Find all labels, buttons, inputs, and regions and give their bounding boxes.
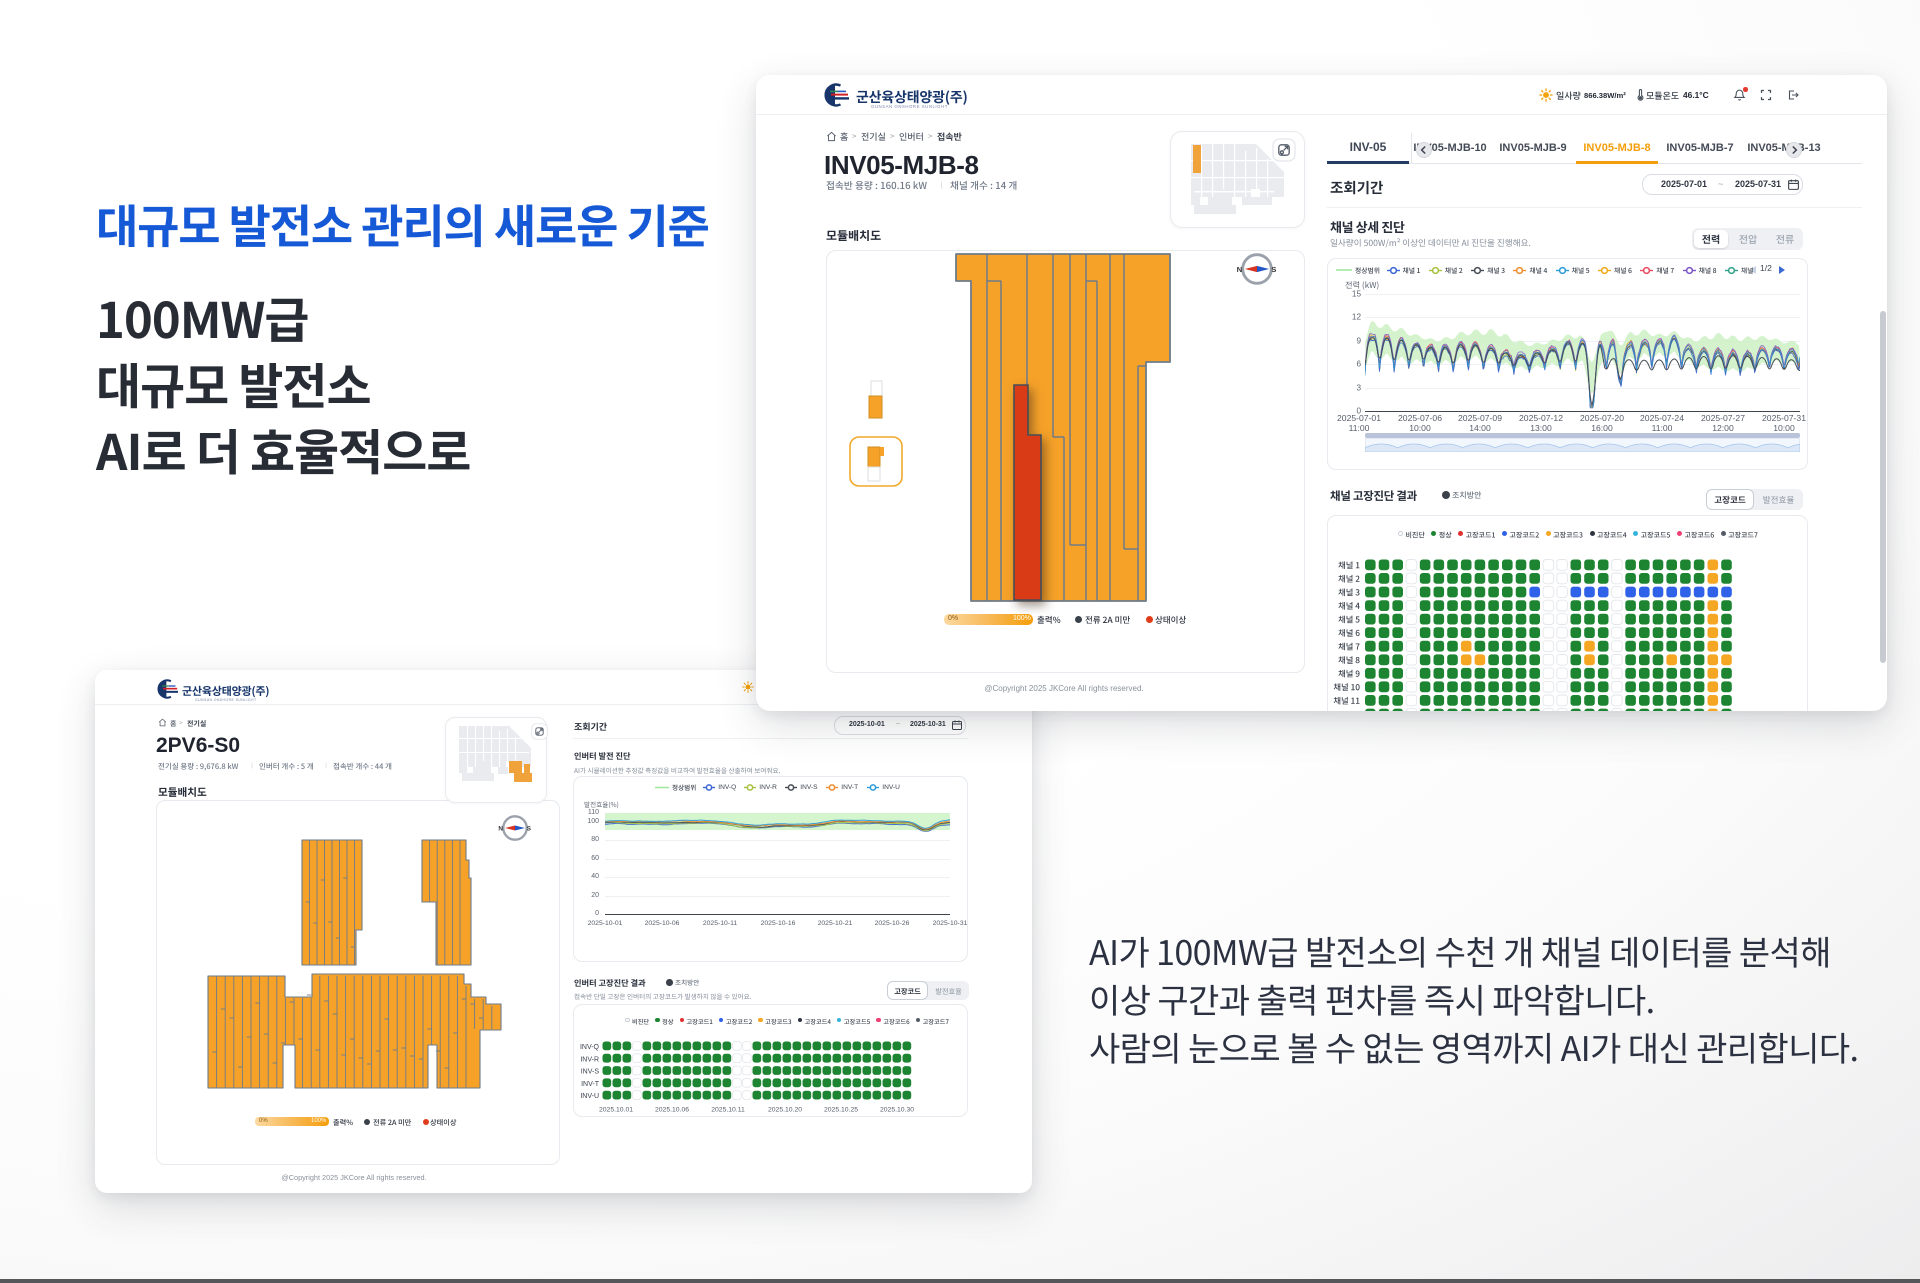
svg-text:N: N xyxy=(1237,265,1243,274)
svg-text:INV-R: INV-R xyxy=(580,1056,599,1063)
svg-text:S: S xyxy=(1271,265,1276,274)
svg-text:2025.10.20: 2025.10.20 xyxy=(768,1107,802,1114)
svg-text:2025.10.01: 2025.10.01 xyxy=(599,1107,633,1114)
svg-text:2025.10.11: 2025.10.11 xyxy=(711,1107,745,1114)
svg-text:INV-Q: INV-Q xyxy=(580,1044,600,1051)
svg-text:N: N xyxy=(498,825,503,832)
svg-text:2025.10.25: 2025.10.25 xyxy=(824,1107,858,1114)
svg-text:INV-S: INV-S xyxy=(581,1069,600,1076)
svg-text:2025.10.30: 2025.10.30 xyxy=(880,1107,914,1114)
svg-text:2025.10.06: 2025.10.06 xyxy=(655,1107,689,1114)
svg-text:S: S xyxy=(527,825,531,832)
svg-text:INV-U: INV-U xyxy=(580,1093,599,1100)
svg-text:INV-T: INV-T xyxy=(581,1081,600,1088)
